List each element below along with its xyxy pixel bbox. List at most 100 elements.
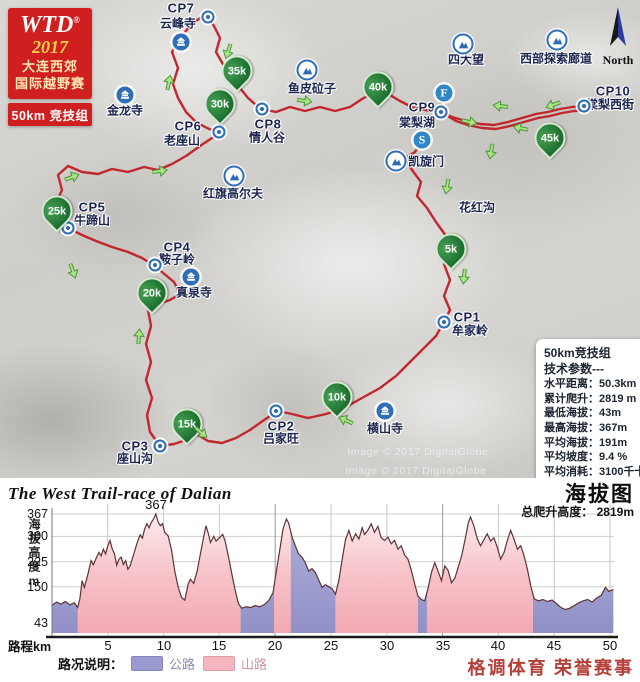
cp1-marker[interactable] [437,315,451,329]
km-marker-label: 40k [368,80,388,93]
zhenquansi-temple-icon[interactable] [181,267,201,287]
brand-text: WTD® [19,12,81,38]
km-marker-label: 5k [444,242,458,255]
yunfengsi-temple-icon[interactable] [171,32,191,52]
race-category: 50km 竞技组 [8,102,92,126]
x-tick-5: 5 [104,638,112,653]
cp6-name: 老座山 [163,133,201,148]
chart-title-cn: 海拔图 [565,483,634,506]
cp4-name: 鞍子岭 [158,252,196,267]
x-tick-40: 40 [490,638,506,653]
x-tick-50: 50 [602,638,618,653]
elevation-plot [46,504,618,639]
direction-arrow-icon [160,73,175,91]
direction-arrow-icon [458,268,472,285]
map-annotations: CP7 云峰寺 CP6 老座山 CP8 情人谷 CP9 棠梨湖 CP10 棠梨西街 CP5 牛蹄山 CP… [35,1,635,477]
km-marker-20k[interactable]: 20k [130,270,174,315]
cp4-marker[interactable] [148,258,162,272]
north-compass: North [598,6,638,68]
cp9-marker[interactable] [434,105,448,119]
sidawang-name: 四大望 [447,52,485,67]
hengshansi-name: 横山寺 [366,421,404,436]
cp9-name: 棠梨湖 [398,115,436,130]
sidawang-mountain-icon[interactable] [452,33,474,55]
km-marker-10k[interactable]: 10k [315,374,359,419]
cp6-marker[interactable] [212,125,226,139]
km-marker-45k[interactable]: 45k [528,115,572,160]
cp2-marker[interactable] [269,404,283,418]
cp9-label: CP9 [408,99,436,115]
direction-arrow-icon [543,98,562,115]
cp3-marker[interactable] [153,439,167,453]
info-row-1: 累计爬升：2819 m [544,392,637,405]
cp8-marker[interactable] [255,102,269,116]
direction-arrow-icon [491,100,509,114]
km-marker-5k[interactable]: 5k [429,226,473,271]
kaixuanmen-mountain-icon[interactable] [385,150,407,172]
jinlongsi-name: 金龙寺 [106,103,144,118]
km-marker-label: 10k [327,390,347,403]
x-tick-45: 45 [546,638,562,653]
legend-title: 路况说明： [58,657,124,672]
km-marker-label: 35k [227,64,247,77]
direction-arrow-icon [335,412,355,430]
hongqi-mountain-icon[interactable] [223,165,245,187]
hengshansi-temple-icon[interactable] [375,401,395,421]
info-row-3: 最高海拔：367m [544,422,628,435]
cp10-marker[interactable] [577,99,591,113]
direction-arrow-icon [485,143,500,161]
cp10-name: 棠梨西街 [585,97,635,112]
start-icon[interactable]: S [412,130,432,150]
y-tick-225: 225 [27,555,48,569]
direction-arrow-icon [66,261,83,280]
info-row-0: 水平距离：50.3km [544,378,637,391]
north-label: North [602,53,634,67]
event-logo-main: WTD® 2017 大连西郊 国际越野赛 [8,8,92,99]
finish-icon[interactable]: F [434,83,454,103]
x-tick-25: 25 [323,638,339,653]
cp8-label: CP8 [254,116,282,132]
road-label: 公路 [169,657,196,672]
event-name-line1: 大连西郊 [21,58,78,74]
direction-arrow-icon [221,42,237,62]
direction-arrow-icon [461,113,479,128]
north-arrow-icon [610,7,626,46]
event-year: 2017 [32,37,68,57]
xibu-mountain-icon[interactable] [546,29,568,51]
direction-arrow-icon [192,422,212,441]
trail-label: 山路 [241,657,268,672]
x-tick-35: 35 [435,638,451,653]
cp7-name: 云峰寺 [159,16,197,31]
cp2-name: 吕家旺 [262,431,300,446]
direction-arrow-icon [62,168,81,185]
event-logo: WTD® 2017 大连西郊 国际越野赛 50km 竞技组 [8,8,92,126]
direction-arrow-icon [511,121,529,136]
info-subtitle: 技术参数--- [544,361,604,376]
cp3-name: 座山沟 [116,451,154,466]
jinlongsi-temple-icon[interactable] [115,85,135,105]
direction-arrow-icon [296,93,314,107]
event-name-line2: 国际越野赛 [14,76,85,92]
cp2-label: CP2 [267,418,295,434]
cp1-name: 牟家岭 [451,323,489,338]
huahonggou-name: 花红沟 [458,200,496,215]
elevation-chart: The West Trail-race of Dalian 海拔图 总爬升高度：… [0,478,640,682]
yupilazi-mountain-icon[interactable] [296,59,318,81]
cp7-marker[interactable] [201,10,215,24]
zhenquansi-name: 真泉寺 [175,285,213,300]
cp8-name: 情人谷 [248,130,286,145]
x-tick-30: 30 [379,638,395,653]
y-tick-300: 300 [27,529,48,543]
cp1-label: CP1 [453,309,481,325]
map[interactable]: CP7 云峰寺 CP6 老座山 CP8 情人谷 CP9 棠梨湖 CP10 棠梨西街 CP5 牛蹄山 CP… [0,0,640,478]
kaixuanmen-name: 凯旋门 [407,154,445,169]
registered-mark: ® [73,15,81,25]
imagery-watermark: Image © 2017 DigitalGlobe [345,465,487,477]
y-axis-label: 海拔高度m [27,518,41,590]
road-legend: 路况说明： 公路 山路 [58,654,267,673]
direction-arrow-icon [151,163,169,177]
peak-elevation-annotation: 367 [145,497,167,512]
chart-title-en: The West Trail-race of Dalian [8,484,232,503]
km-marker-40k[interactable]: 40k [356,64,400,109]
x-tick-20: 20 [267,638,283,653]
